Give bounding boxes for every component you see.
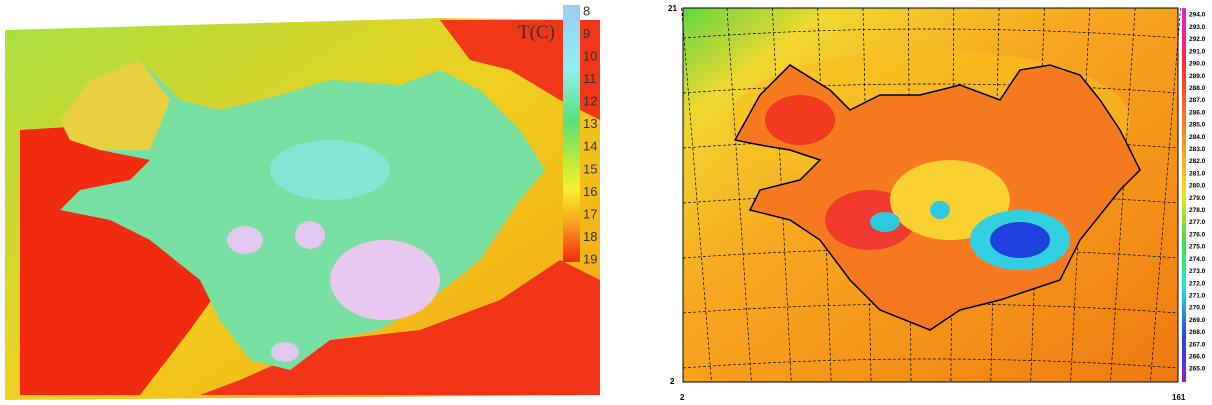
legend-label: 281.0 [1189,170,1206,177]
legend-label: 272.0 [1189,280,1206,287]
legend-label: 285.0 [1189,122,1206,129]
legend-label: 275.0 [1189,244,1206,251]
legend-label: 294.0 [1189,12,1206,19]
legend-label: 278.0 [1189,207,1206,214]
legend-label: 283.0 [1189,146,1206,153]
legend-label: 270.0 [1189,305,1206,312]
legend-label: 8 [583,3,590,18]
legend-label: 267.0 [1189,341,1206,348]
field [870,212,900,232]
x-axis-label: 2 [680,393,685,402]
legend-label: 18 [583,229,597,244]
glacier [295,221,325,249]
legend-label: 290.0 [1189,61,1206,68]
legend-label: 13 [583,116,597,131]
highland [270,140,390,200]
legend-label: 287.0 [1189,97,1206,104]
legend-label: 292.0 [1189,36,1206,43]
colorbar [563,5,580,262]
y-axis-label: 2 [670,377,675,386]
field [990,222,1050,258]
legend-label: 269.0 [1189,317,1206,324]
glacier [271,342,299,362]
page: T(C) 8 9 10 11 12 13 14 15 16 17 18 19 21 2 2 161 2… [0,0,1212,405]
y-axis-label: 21 [668,4,677,13]
legend-label: 11 [583,71,597,86]
legend-label: 10 [583,49,597,64]
legend-title: T(C) [518,22,555,43]
field [930,201,950,219]
legend-label: 19 [583,251,597,266]
colorbar [1182,8,1186,382]
legend-label: 274.0 [1189,256,1206,263]
legend-label: 289.0 [1189,73,1206,80]
legend-label: 16 [583,184,597,199]
legend-label: 286.0 [1189,109,1206,116]
legend-label: 271.0 [1189,292,1206,299]
legend-label: 291.0 [1189,48,1206,55]
legend-label: 279.0 [1189,195,1206,202]
legend-label: 15 [583,161,597,176]
legend-label: 268.0 [1189,329,1206,336]
satellite-map: T(C) 8 9 10 11 12 13 14 15 16 17 18 19 [5,3,600,400]
legend-label: 265.0 [1189,366,1206,373]
legend-label: 284.0 [1189,134,1206,141]
legend-label: 14 [583,139,597,154]
legend-label: 17 [583,206,597,221]
legend-label: 276.0 [1189,231,1206,238]
legend-label: 273.0 [1189,268,1206,275]
model-map: 21 2 2 161 294.0 293.0 292.0 291.0 290.0 289.… [668,4,1206,402]
legend-label: 266.0 [1189,354,1206,361]
glacier [227,226,263,254]
legend-label: 288.0 [1189,85,1206,92]
x-axis-label: 161 [1172,393,1186,402]
legend-label: 12 [583,94,597,109]
legend-label: 293.0 [1189,24,1206,31]
legend-label: 9 [583,26,590,41]
legend-label: 280.0 [1189,183,1206,190]
glacier [330,240,440,320]
legend-label: 282.0 [1189,158,1206,165]
legend-label: 277.0 [1189,219,1206,226]
field [765,95,835,145]
